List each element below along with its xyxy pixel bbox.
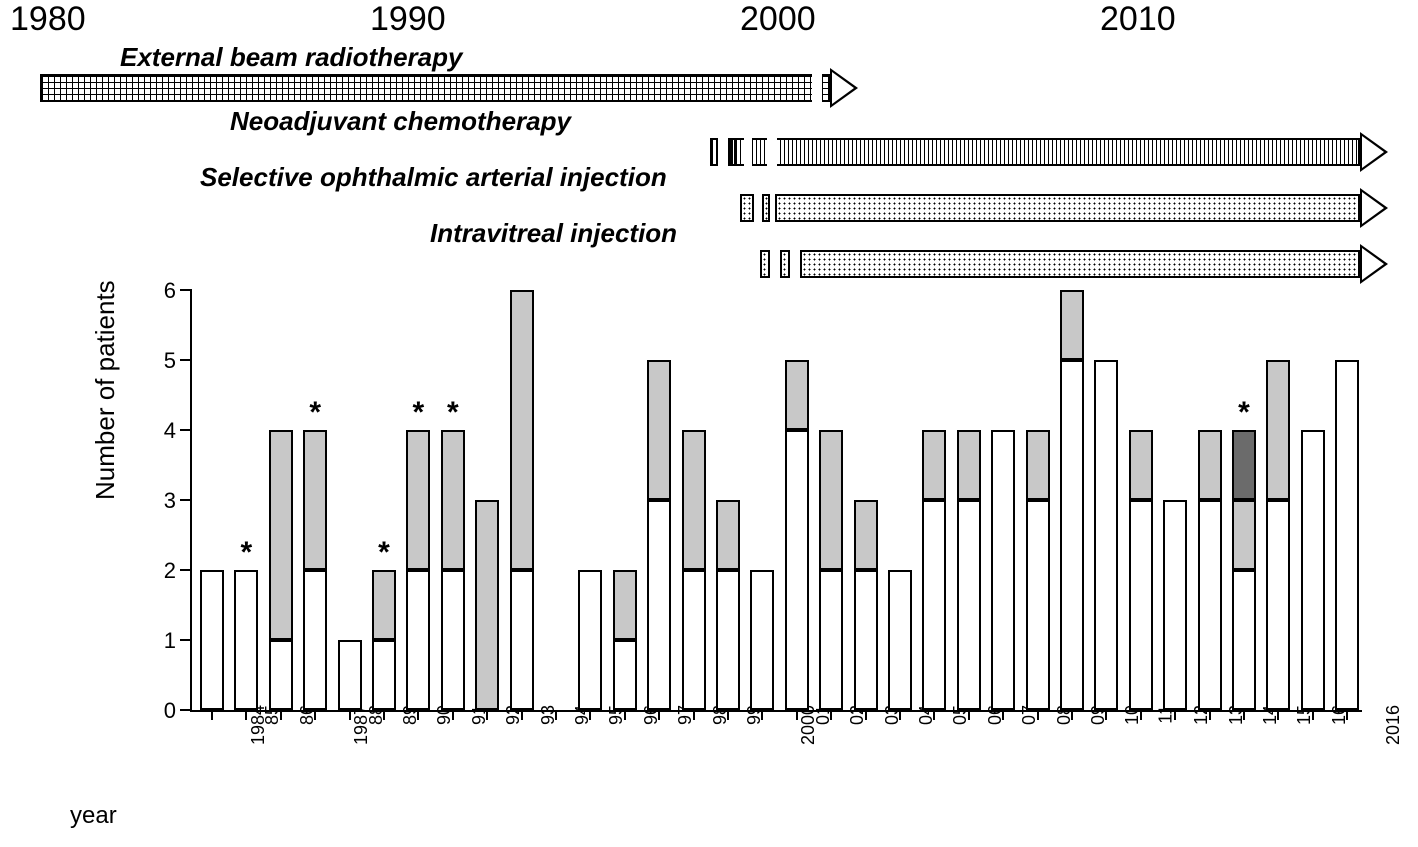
bar-seg (338, 640, 362, 710)
treatment-bar-external-beam (40, 74, 830, 102)
ytick-label: 2 (152, 558, 176, 584)
bar-seg (510, 570, 534, 710)
bar-seg (922, 500, 946, 710)
bar-seg (406, 570, 430, 710)
star-marker: * (406, 398, 430, 428)
bar-seg (647, 500, 671, 710)
star-marker: * (372, 538, 396, 568)
bar-seg (1198, 500, 1222, 710)
treatment-pre-neoadjuvant (710, 138, 718, 166)
bar-seg (475, 500, 499, 710)
bar-seg (578, 570, 602, 710)
treatment-label-soai: Selective ophthalmic arterial injection (200, 162, 667, 193)
treatment-pre-soai (740, 194, 754, 222)
bar-seg (991, 430, 1015, 710)
bar-seg (785, 430, 809, 710)
treatment-arrowhead-neoadjuvant (1360, 132, 1388, 172)
treatment-label-ivi: Intravitreal injection (430, 218, 677, 249)
bar-seg (957, 430, 981, 500)
bar-seg (682, 430, 706, 570)
bar-seg (1060, 360, 1084, 710)
decade-label: 2010 (1100, 0, 1176, 39)
ytick-label: 1 (152, 628, 176, 654)
y-axis-label: Number of patients (90, 280, 121, 500)
bar-seg (1129, 430, 1153, 500)
star-marker: * (234, 538, 258, 568)
bar-seg (1266, 500, 1290, 710)
bar-seg (372, 640, 396, 710)
patients-chart: Number of patients 01234561984*8586*1987… (120, 290, 1380, 770)
bar-seg (269, 430, 293, 640)
bar-seg (1335, 360, 1359, 710)
bar-seg (750, 570, 774, 710)
star-marker: * (441, 398, 465, 428)
bar-seg (1163, 500, 1187, 710)
decade-label: 2000 (740, 0, 816, 39)
bar-seg (1232, 570, 1256, 710)
bar-seg (854, 570, 878, 710)
bar-seg (647, 360, 671, 500)
bar-seg (854, 500, 878, 570)
bar-seg (441, 430, 465, 570)
ytick-label: 6 (152, 278, 176, 304)
bar-seg (888, 570, 912, 710)
bar-seg (1094, 360, 1118, 710)
ytick-label: 0 (152, 698, 176, 724)
bar-seg (1129, 500, 1153, 710)
treatment-label-neoadjuvant: Neoadjuvant chemotherapy (230, 106, 571, 137)
treatment-pre-ivi (780, 250, 790, 278)
bar-seg (785, 360, 809, 430)
treatment-bar-neoadjuvant (730, 138, 1360, 166)
ytick-label: 4 (152, 418, 176, 444)
bar-seg (819, 430, 843, 570)
star-marker: * (1232, 398, 1256, 428)
bar-seg (1232, 430, 1256, 500)
plot-area: 01234561984*8586*198788*89*90*9192939495… (190, 290, 1362, 712)
bar-seg (1232, 500, 1256, 570)
bar-seg (441, 570, 465, 710)
bar-seg (819, 570, 843, 710)
bar-seg (1198, 430, 1222, 500)
bar-seg (303, 430, 327, 570)
bar-seg (957, 500, 981, 710)
bar-seg (406, 430, 430, 570)
bar-seg (613, 570, 637, 640)
bar-seg (510, 290, 534, 570)
bar-seg (1266, 360, 1290, 500)
ytick-label: 5 (152, 348, 176, 374)
xtick-label: 2016 (1383, 705, 1404, 745)
bar-seg (682, 570, 706, 710)
treatment-arrowhead-external-beam (830, 68, 858, 108)
decade-label: 1990 (370, 0, 446, 39)
treatment-bar-soai (775, 194, 1360, 222)
bar-seg (922, 430, 946, 500)
bar-seg (200, 570, 224, 710)
bar-seg (716, 500, 740, 570)
bar-seg (1026, 500, 1050, 710)
bar-seg (234, 570, 258, 710)
bar-seg (1301, 430, 1325, 710)
bar-seg (303, 570, 327, 710)
bar-seg (716, 570, 740, 710)
x-axis-label: year (70, 802, 117, 830)
treatment-arrowhead-soai (1360, 188, 1388, 228)
treatment-label-external-beam: External beam radiotherapy (120, 42, 462, 73)
bar-seg (613, 640, 637, 710)
treatment-arrowhead-ivi (1360, 244, 1388, 284)
treatment-pre-soai (762, 194, 770, 222)
treatment-pre-ivi (760, 250, 770, 278)
decade-label: 1980 (10, 0, 86, 39)
bar-seg (1026, 430, 1050, 500)
bar-seg (269, 640, 293, 710)
ytick-label: 3 (152, 488, 176, 514)
bar-seg (372, 570, 396, 640)
treatment-bar-ivi (800, 250, 1360, 278)
star-marker: * (303, 398, 327, 428)
bar-seg (1060, 290, 1084, 360)
